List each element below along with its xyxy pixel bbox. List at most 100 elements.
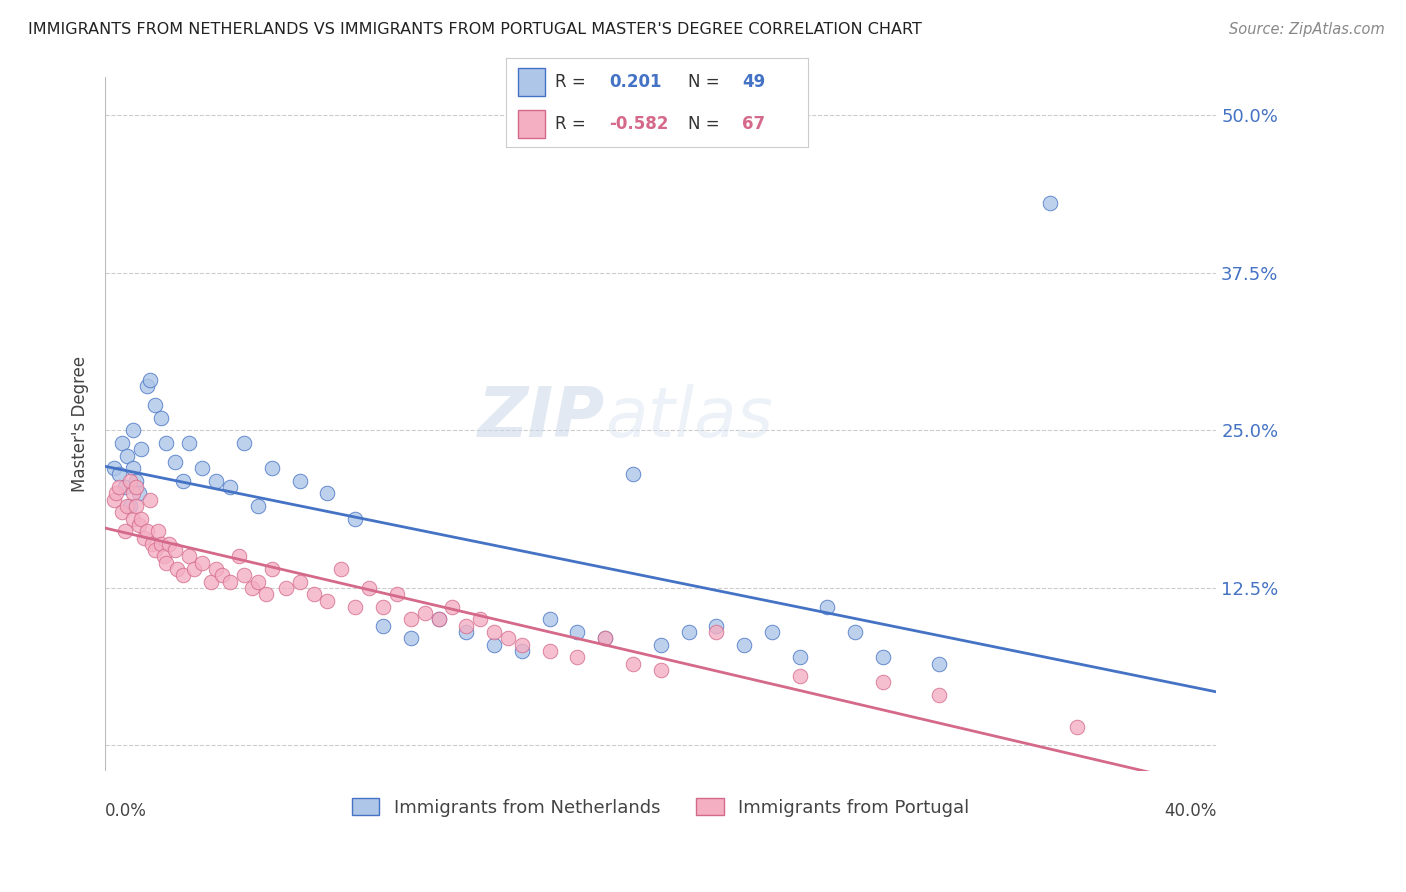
Point [385, 587, 408, 601]
Text: -0.582: -0.582 [609, 115, 668, 133]
Point [704, 619, 727, 633]
Point [482, 625, 505, 640]
Point [122, 511, 145, 525]
Point [246, 574, 269, 589]
Point [155, 436, 177, 450]
Point [316, 486, 339, 500]
Point [260, 461, 283, 475]
Point [470, 612, 492, 626]
Point [114, 480, 136, 494]
Point [330, 562, 353, 576]
Point [120, 474, 142, 488]
Point [233, 568, 256, 582]
Point [132, 531, 155, 545]
Text: 0.201: 0.201 [609, 73, 661, 91]
Point [399, 632, 422, 646]
Point [593, 632, 616, 646]
Point [191, 556, 214, 570]
Point [125, 474, 148, 488]
Point [128, 517, 150, 532]
Legend: Immigrants from Netherlands, Immigrants from Portugal: Immigrants from Netherlands, Immigrants … [344, 791, 976, 824]
Point [177, 436, 200, 450]
Point [344, 599, 367, 614]
Point [103, 461, 125, 475]
Point [1039, 196, 1062, 211]
Point [844, 625, 866, 640]
Point [205, 474, 228, 488]
Point [135, 379, 157, 393]
Point [141, 537, 163, 551]
Point [789, 650, 811, 665]
Text: IMMIGRANTS FROM NETHERLANDS VS IMMIGRANTS FROM PORTUGAL MASTER'S DEGREE CORRELAT: IMMIGRANTS FROM NETHERLANDS VS IMMIGRANT… [28, 22, 922, 37]
Text: atlas: atlas [605, 384, 773, 451]
Point [105, 486, 128, 500]
FancyBboxPatch shape [519, 68, 546, 96]
Point [211, 568, 233, 582]
Point [538, 644, 561, 658]
Point [621, 657, 644, 671]
Point [274, 581, 297, 595]
Point [538, 612, 561, 626]
Point [288, 474, 311, 488]
Point [482, 638, 505, 652]
Point [122, 423, 145, 437]
Point [242, 581, 264, 595]
Point [371, 619, 394, 633]
Point [427, 612, 450, 626]
Point [567, 650, 589, 665]
Point [254, 587, 277, 601]
Point [219, 574, 242, 589]
Point [183, 562, 205, 576]
Point [872, 650, 894, 665]
Point [172, 474, 194, 488]
Y-axis label: Master's Degree: Master's Degree [72, 356, 89, 492]
Point [131, 442, 153, 457]
Text: R =: R = [554, 115, 585, 133]
Point [371, 599, 394, 614]
Point [456, 625, 478, 640]
Text: N =: N = [688, 73, 718, 91]
Point [191, 461, 214, 475]
Point [219, 480, 242, 494]
Point [138, 492, 160, 507]
Point [288, 574, 311, 589]
Point [200, 574, 222, 589]
Point [928, 688, 950, 702]
Point [650, 663, 672, 677]
Point [704, 625, 727, 640]
Point [789, 669, 811, 683]
Point [108, 467, 131, 482]
Point [131, 511, 153, 525]
Point [246, 499, 269, 513]
Point [125, 499, 148, 513]
Point [567, 625, 589, 640]
Point [260, 562, 283, 576]
Point [172, 568, 194, 582]
Point [135, 524, 157, 539]
Point [128, 486, 150, 500]
Point [149, 410, 172, 425]
Point [108, 480, 131, 494]
Point [157, 537, 180, 551]
Point [114, 524, 136, 539]
Point [228, 549, 250, 564]
Point [111, 436, 134, 450]
Point [177, 549, 200, 564]
Point [143, 398, 166, 412]
Point [155, 556, 177, 570]
Point [152, 549, 174, 564]
Point [621, 467, 644, 482]
Point [359, 581, 381, 595]
Point [815, 599, 838, 614]
Point [496, 632, 519, 646]
Point [205, 562, 228, 576]
Point [316, 593, 339, 607]
Point [344, 511, 367, 525]
Text: ZIP: ZIP [478, 384, 605, 451]
Text: Source: ZipAtlas.com: Source: ZipAtlas.com [1229, 22, 1385, 37]
Point [122, 486, 145, 500]
Point [510, 638, 533, 652]
Point [120, 499, 142, 513]
Point [399, 612, 422, 626]
Text: R =: R = [554, 73, 585, 91]
